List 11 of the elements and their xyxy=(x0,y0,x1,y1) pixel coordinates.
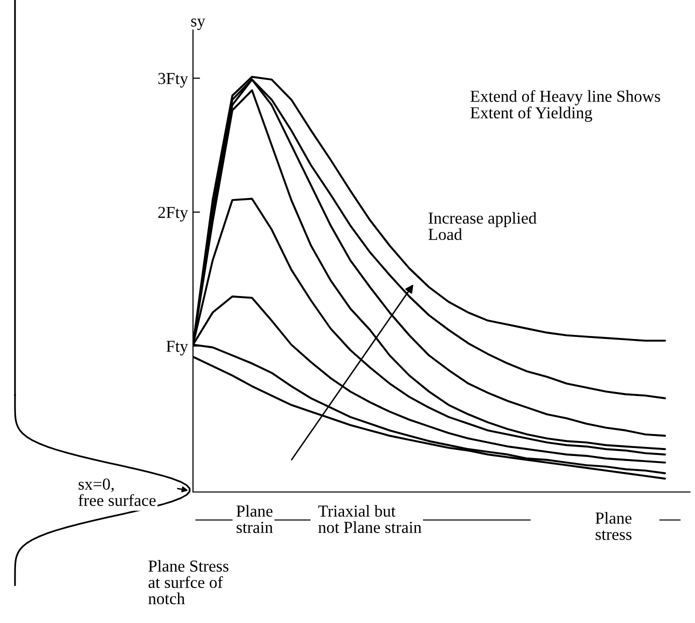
annotation: Increase applied Load xyxy=(428,212,537,240)
text: Plane Stress at surfce of notch xyxy=(148,560,228,604)
text: Triaxial but not Plane strain xyxy=(318,505,422,533)
y-tick-label: Fty xyxy=(166,340,188,356)
text: sx=0, free surface xyxy=(78,478,156,506)
y-tick-label: 3Fty xyxy=(158,72,188,88)
annotation: Extend of Heavy line Shows Extent of Yielding xyxy=(470,90,660,122)
y-tick-label: 2Fty xyxy=(158,206,188,222)
text: Plane stress xyxy=(595,512,632,540)
y-axis-title: sy xyxy=(191,18,206,30)
text: Plane strain xyxy=(236,505,273,533)
